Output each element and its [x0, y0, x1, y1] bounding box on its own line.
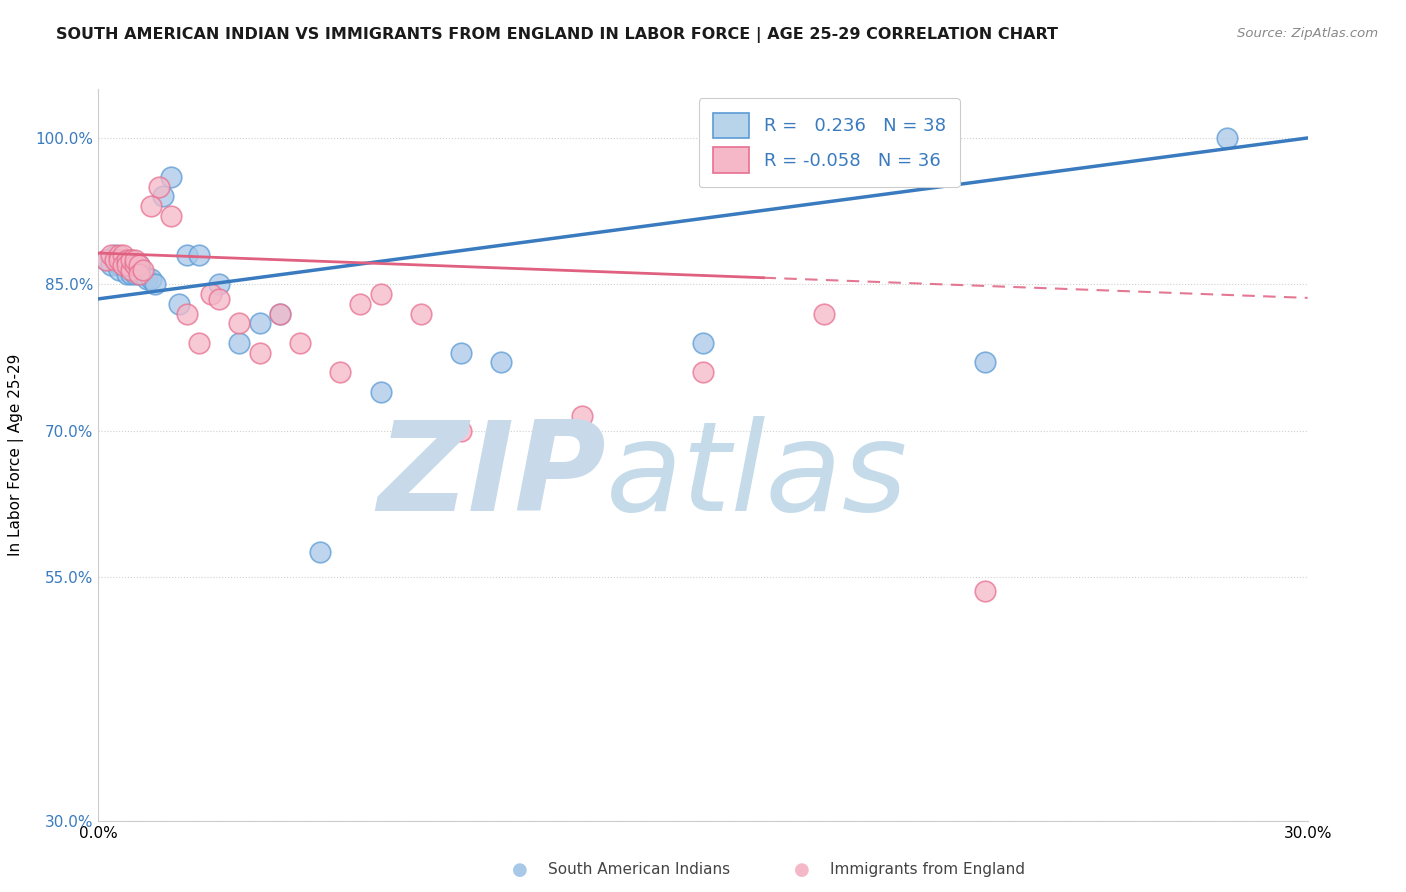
Point	[228, 335, 250, 350]
Point	[370, 287, 392, 301]
Point	[176, 306, 198, 320]
Point	[1216, 131, 1239, 145]
Point	[107, 252, 129, 267]
Point	[103, 252, 125, 267]
Y-axis label: In Labor Force | Age 25-29: In Labor Force | Age 25-29	[8, 354, 24, 556]
Point	[228, 316, 250, 330]
Text: ●: ●	[793, 861, 810, 879]
Point	[132, 262, 155, 277]
Point	[450, 345, 472, 359]
Point	[120, 252, 142, 267]
Point	[160, 169, 183, 184]
Point	[115, 252, 138, 267]
Point	[120, 258, 142, 272]
Legend: R =   0.236   N = 38, R = -0.058   N = 36: R = 0.236 N = 38, R = -0.058 N = 36	[699, 98, 960, 187]
Text: ●: ●	[512, 861, 529, 879]
Point	[139, 272, 162, 286]
Point	[128, 268, 150, 282]
Point	[103, 252, 125, 267]
Point	[329, 365, 352, 379]
Point	[692, 365, 714, 379]
Point	[491, 355, 513, 369]
Point	[107, 252, 129, 267]
Point	[167, 297, 190, 311]
Point	[111, 252, 134, 267]
Point	[124, 252, 146, 267]
Point	[370, 384, 392, 399]
Point	[107, 262, 129, 277]
Point	[974, 355, 997, 369]
Point	[974, 584, 997, 599]
Point	[107, 258, 129, 272]
Point	[120, 268, 142, 282]
Point	[143, 277, 166, 292]
Point	[128, 258, 150, 272]
Point	[124, 258, 146, 272]
Point	[135, 272, 157, 286]
Text: ZIP: ZIP	[378, 417, 606, 537]
Point	[692, 335, 714, 350]
Text: Source: ZipAtlas.com: Source: ZipAtlas.com	[1237, 27, 1378, 40]
Point	[111, 258, 134, 272]
Point	[188, 335, 211, 350]
Point	[208, 292, 231, 306]
Point	[200, 287, 222, 301]
Point	[115, 258, 138, 272]
Point	[124, 268, 146, 282]
Point	[571, 409, 593, 423]
Point	[139, 199, 162, 213]
Point	[103, 248, 125, 262]
Point	[176, 248, 198, 262]
Point	[107, 248, 129, 262]
Point	[111, 248, 134, 262]
Point	[160, 209, 183, 223]
Text: South American Indians: South American Indians	[548, 863, 731, 877]
Point	[96, 252, 118, 267]
Point	[120, 252, 142, 267]
Point	[450, 424, 472, 438]
Point	[208, 277, 231, 292]
Point	[269, 306, 291, 320]
Text: SOUTH AMERICAN INDIAN VS IMMIGRANTS FROM ENGLAND IN LABOR FORCE | AGE 25-29 CORR: SOUTH AMERICAN INDIAN VS IMMIGRANTS FROM…	[56, 27, 1059, 43]
Point	[128, 258, 150, 272]
Point	[152, 189, 174, 203]
Point	[111, 258, 134, 272]
Point	[128, 268, 150, 282]
Point	[349, 297, 371, 311]
Point	[309, 545, 332, 559]
Point	[188, 248, 211, 262]
Point	[409, 306, 432, 320]
Point	[288, 335, 311, 350]
Text: Immigrants from England: Immigrants from England	[830, 863, 1025, 877]
Point	[96, 252, 118, 267]
Point	[269, 306, 291, 320]
Text: atlas: atlas	[606, 417, 908, 537]
Point	[100, 258, 122, 272]
Point	[120, 262, 142, 277]
Point	[249, 316, 271, 330]
Point	[148, 179, 170, 194]
Point	[115, 252, 138, 267]
Point	[132, 268, 155, 282]
Point	[100, 248, 122, 262]
Point	[813, 306, 835, 320]
Point	[249, 345, 271, 359]
Point	[124, 258, 146, 272]
Point	[115, 268, 138, 282]
